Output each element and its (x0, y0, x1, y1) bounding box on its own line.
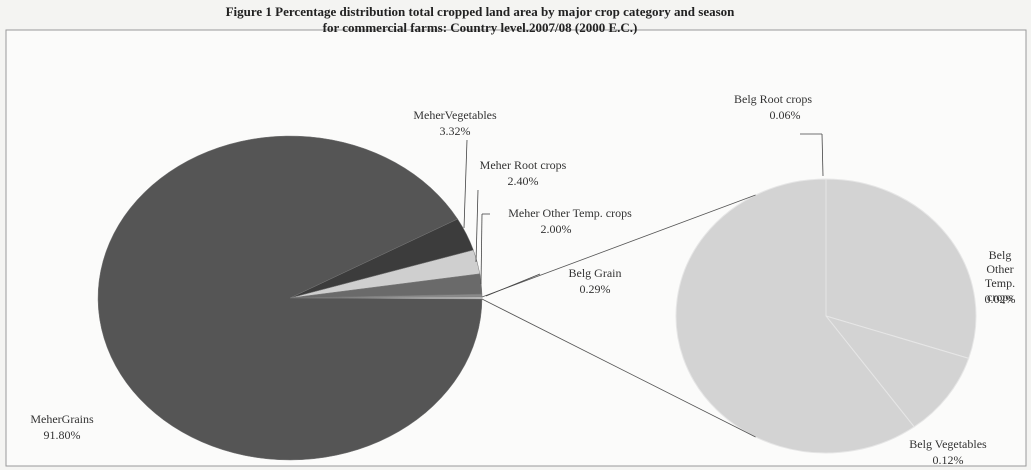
leader-line (480, 213, 483, 285)
chart-title: for commercial farms: Country level.2007… (322, 20, 638, 35)
data-label: Meher Root crops (479, 158, 567, 172)
leader-line (821, 133, 824, 177)
leader-line (485, 273, 541, 297)
data-label: 0.12% (932, 453, 964, 467)
data-label: 0.06% (769, 108, 801, 122)
pie-slice (824, 315, 970, 428)
leader-line (463, 139, 468, 229)
data-label: Belg Other Temp. crops (984, 248, 1016, 304)
data-label: Meher Other Temp. crops (508, 206, 632, 220)
data-label: MeherVegetables (413, 108, 497, 122)
data-label: 0.29% (579, 282, 611, 296)
chart-title: Figure 1 Percentage distribution total c… (225, 4, 735, 19)
data-label: 91.80% (43, 428, 81, 442)
connector (481, 298, 756, 438)
data-label: MeherGrains (30, 412, 94, 426)
data-label: 3.32% (439, 124, 471, 138)
pie-slice (825, 178, 977, 359)
pie-slice (675, 178, 915, 454)
data-label: 0.02% (984, 292, 1016, 306)
connector (481, 194, 756, 298)
data-label: 2.40% (507, 174, 539, 188)
data-label: Belg Vegetables (909, 437, 987, 451)
data-label: Belg Root crops (734, 92, 812, 106)
data-label: Belg Grain (568, 266, 622, 280)
pie-slice (97, 135, 483, 461)
leader-line (475, 189, 479, 263)
data-label: 2.00% (540, 222, 572, 236)
